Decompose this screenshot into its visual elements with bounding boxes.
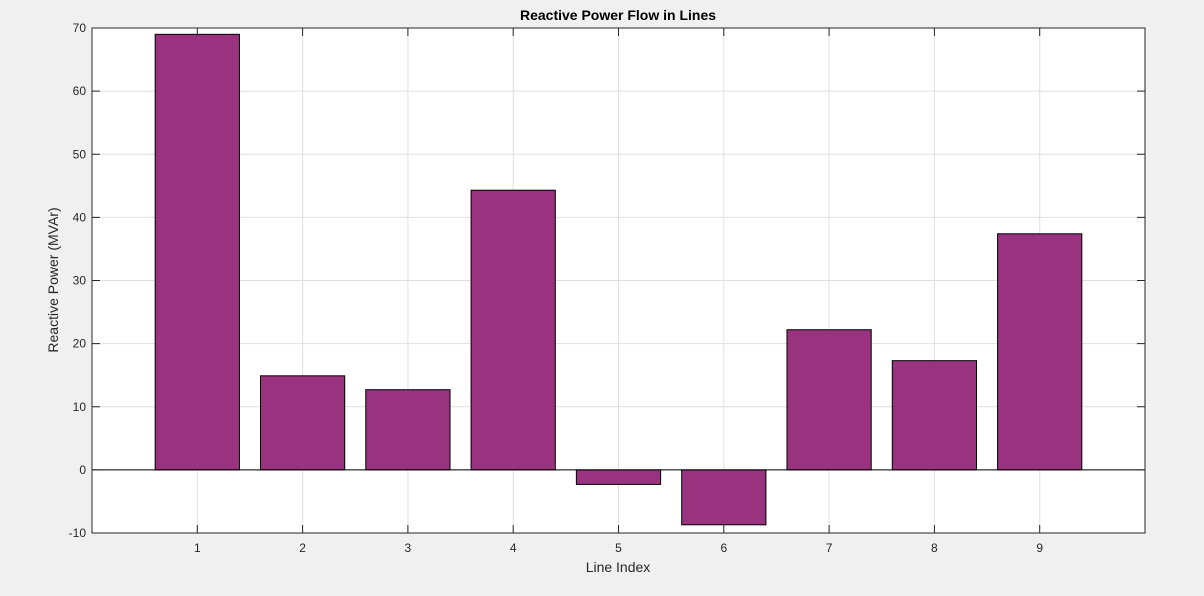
bars <box>154 33 1083 526</box>
bar-line-6 <box>681 469 767 526</box>
x-tick-label: 6 <box>720 541 727 555</box>
bar-line-3 <box>365 389 451 471</box>
y-tick-label: -10 <box>69 526 87 540</box>
bar-line-1 <box>154 33 240 471</box>
y-tick-label: 70 <box>73 21 87 35</box>
y-tick-label: 10 <box>73 400 87 414</box>
x-tick-label: 2 <box>299 541 306 555</box>
bar-line-7 <box>786 329 872 471</box>
y-tick-label: 30 <box>73 274 87 288</box>
y-tick-label: 60 <box>73 84 87 98</box>
x-tick-label: 5 <box>615 541 622 555</box>
chart-title: Reactive Power Flow in Lines <box>520 7 716 23</box>
x-ticks: 1 2 3 4 5 6 7 8 9 <box>194 28 1043 555</box>
x-tick-label: 8 <box>931 541 938 555</box>
bar-line-2 <box>259 375 346 471</box>
bar-line-4 <box>470 189 556 471</box>
x-tick-label: 9 <box>1036 541 1043 555</box>
bar-line-9 <box>997 233 1083 471</box>
x-tick-label: 7 <box>826 541 833 555</box>
y-ticks: -10 0 10 20 30 40 50 60 70 <box>69 21 1145 540</box>
y-tick-label: 0 <box>79 463 86 477</box>
x-axis-label: Line Index <box>586 559 651 575</box>
y-tick-label: 50 <box>73 147 87 161</box>
bar-line-5 <box>575 469 662 485</box>
y-tick-label: 40 <box>73 210 87 224</box>
x-tick-label: 1 <box>194 541 201 555</box>
x-tick-label: 3 <box>405 541 412 555</box>
x-tick-label: 4 <box>510 541 517 555</box>
bar-line-8 <box>891 360 978 471</box>
y-axis-label: Reactive Power (MVAr) <box>45 207 61 352</box>
y-tick-label: 20 <box>73 337 87 351</box>
